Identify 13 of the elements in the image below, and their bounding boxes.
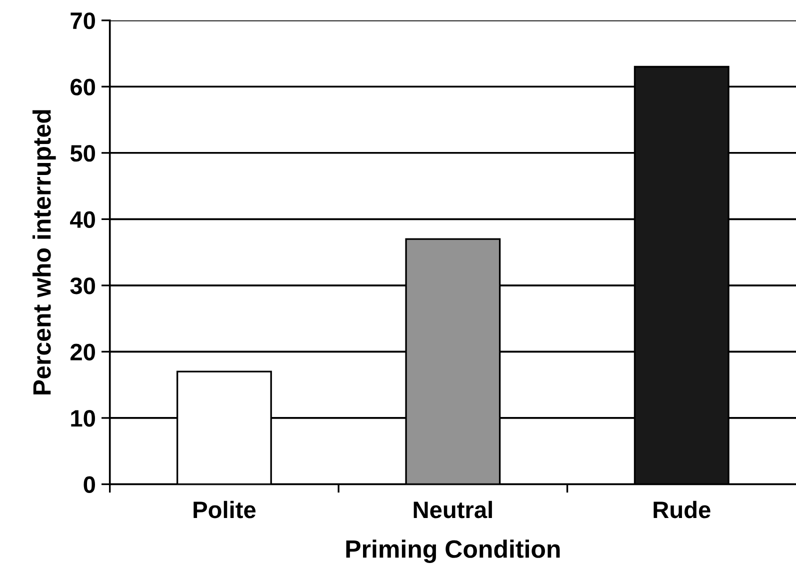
- y-tick-label: 20: [70, 344, 95, 360]
- y-tick-label: 70: [70, 12, 95, 30]
- x-axis-title: Priming Condition: [346, 540, 560, 563]
- x-tick-label: Rude: [654, 500, 710, 518]
- y-axis-title: Percent who interrupted: [32, 110, 56, 394]
- y-tick-label: 40: [70, 211, 95, 228]
- x-tick-label: Polite: [194, 500, 256, 518]
- y-tick-label: 50: [70, 144, 95, 162]
- y-tick-label: 60: [70, 78, 95, 96]
- y-tick-label: 10: [71, 410, 95, 427]
- y-tick-label: 30: [70, 278, 95, 294]
- x-tick-label: Neutral: [414, 500, 492, 518]
- y-tick-label: 0: [84, 476, 95, 494]
